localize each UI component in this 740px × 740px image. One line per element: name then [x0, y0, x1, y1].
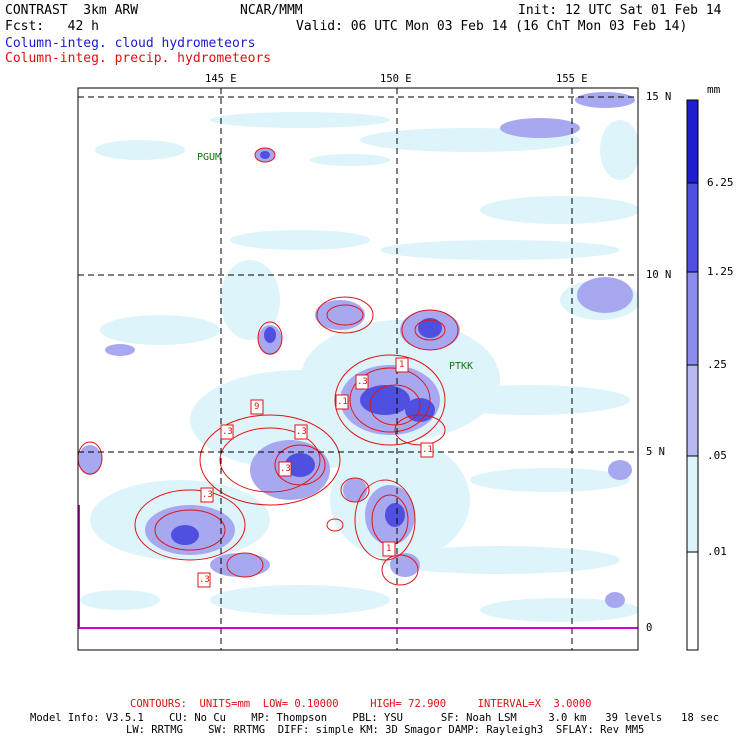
contour-label: 1 — [386, 544, 392, 554]
model-title: CONTRAST 3km ARW — [5, 3, 139, 18]
contour-label: .3 — [280, 464, 291, 474]
lon-label-155: 155 E — [556, 73, 588, 85]
colorbar-level: .05 — [707, 449, 727, 462]
colorbar-level: 6.25 — [707, 176, 734, 189]
colorbar-level: .01 — [707, 545, 727, 558]
colorbar — [686, 99, 699, 651]
valid-time: Valid: 06 UTC Mon 03 Feb 14 (16 ChT Mon … — [296, 19, 688, 34]
lat-label-10n: 10 N — [646, 269, 672, 281]
lon-label-150: 150 E — [380, 73, 412, 85]
map-frame — [77, 87, 639, 651]
hydrometeor-field — [78, 92, 638, 629]
contour-label: 9 — [254, 402, 260, 412]
lat-label-5n: 5 N — [646, 446, 665, 458]
colorbar-units: mm — [707, 83, 721, 96]
colorbar-level: .25 — [707, 358, 727, 371]
contour-label: .3 — [222, 427, 233, 437]
contour-label: 1 — [399, 360, 405, 370]
init-time: Init: 12 UTC Sat 01 Feb 14 — [518, 3, 722, 18]
station-ptkk: PTKK — [449, 361, 474, 372]
contour-label: .1 — [422, 445, 433, 455]
org-label: NCAR/MMM — [240, 3, 303, 18]
field-precip-label: Column-integ. precip. hydrometeors — [5, 51, 272, 66]
contour-label: .3 — [357, 377, 368, 387]
model-info-line1: Model Info: V3.5.1 CU: No Cu MP: Thompso… — [30, 712, 720, 724]
contour-info: CONTOURS: UNITS=mm LOW= 0.10000 HIGH= 72… — [130, 698, 592, 710]
forecast-hour: Fcst: 42 h — [5, 19, 99, 34]
station-pgum: PGUM — [197, 152, 222, 163]
contour-label: .3 — [199, 575, 210, 585]
contour-label-boxes — [197, 357, 434, 588]
model-info-line2: LW: RRTMG SW: RRTMG DIFF: simple KM: 3D … — [126, 724, 645, 736]
lon-label-145: 145 E — [205, 73, 237, 85]
precip-contours — [78, 147, 459, 586]
field-cloud-label: Column-integ. cloud hydrometeors — [5, 36, 256, 51]
contour-label: .3 — [202, 490, 213, 500]
colorbar-level: 1.25 — [707, 265, 734, 278]
contour-label: .1 — [337, 397, 348, 407]
contour-label: .3 — [296, 427, 307, 437]
lat-label-0: 0 — [646, 622, 653, 634]
lat-label-15n: 15 N — [646, 91, 672, 103]
